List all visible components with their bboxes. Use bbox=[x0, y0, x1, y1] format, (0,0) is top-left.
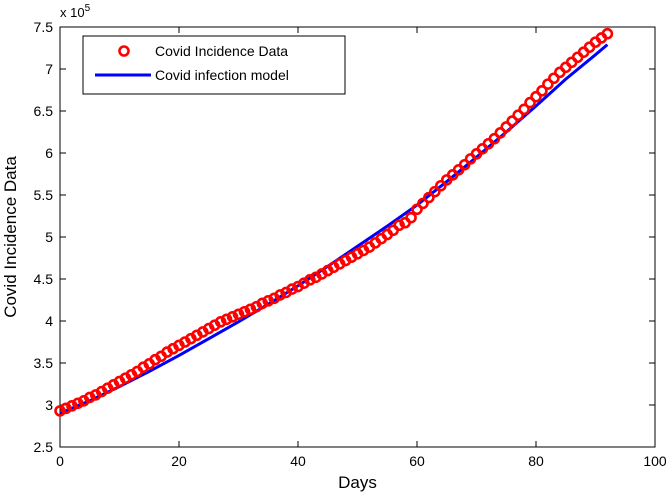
y-tick-label: 4 bbox=[45, 313, 53, 329]
y-tick-label: 6 bbox=[45, 145, 53, 161]
x-axis-ticks: 0 20 40 60 80 100 bbox=[56, 27, 666, 469]
x-tick-label: 20 bbox=[171, 453, 187, 469]
x-tick-label: 0 bbox=[56, 453, 64, 469]
legend-box bbox=[82, 35, 346, 95]
y-tick-label: 3 bbox=[45, 397, 53, 413]
x-tick-label: 80 bbox=[528, 453, 544, 469]
data-point bbox=[601, 27, 614, 40]
y-axis-multiplier-exponent: 5 bbox=[85, 3, 91, 14]
series-layer bbox=[54, 27, 614, 417]
y-tick-label: 6.5 bbox=[34, 103, 54, 119]
data-point bbox=[256, 297, 269, 310]
legend: Covid Incidence Data Covid infection mod… bbox=[82, 35, 346, 95]
data-point bbox=[220, 313, 233, 326]
legend-label-data: Covid Incidence Data bbox=[155, 43, 288, 59]
data-point bbox=[488, 132, 501, 145]
y-tick-label: 2.5 bbox=[34, 439, 54, 455]
data-point bbox=[524, 96, 536, 109]
data-point bbox=[429, 185, 441, 198]
y-tick-label: 5 bbox=[45, 229, 53, 245]
legend-label-model: Covid infection model bbox=[155, 67, 289, 83]
y-axis-multiplier-base: x 10 bbox=[60, 5, 85, 20]
data-point bbox=[232, 308, 245, 321]
plot-area bbox=[59, 26, 656, 448]
data-point bbox=[434, 179, 447, 192]
data-point bbox=[530, 90, 542, 103]
data-point bbox=[244, 303, 257, 316]
data-point bbox=[417, 197, 429, 210]
data-point bbox=[411, 203, 423, 216]
data-point bbox=[542, 78, 554, 90]
data-point bbox=[393, 219, 405, 232]
data-point bbox=[66, 400, 78, 412]
data-point bbox=[83, 391, 96, 404]
data-point bbox=[72, 397, 84, 410]
data-point bbox=[518, 103, 530, 116]
data-point bbox=[274, 289, 286, 301]
y-axis-multiplier: x 105 bbox=[60, 3, 91, 20]
y-tick-label: 5.5 bbox=[34, 187, 54, 203]
y-axis-ticks: 2.5 3 3.5 4 4.5 5 5.5 6 6.5 7 7.5 bbox=[34, 19, 655, 455]
y-axis-label: Covid Incidence Data bbox=[1, 156, 20, 318]
data-point bbox=[548, 72, 560, 85]
y-tick-label: 7 bbox=[45, 61, 53, 77]
data-point bbox=[304, 274, 316, 286]
legend-marker-data bbox=[118, 45, 130, 57]
y-tick-label: 3.5 bbox=[34, 355, 54, 371]
x-axis-label: Days bbox=[338, 473, 377, 492]
data-point bbox=[60, 402, 72, 415]
x-tick-label: 100 bbox=[643, 453, 666, 469]
data-point bbox=[506, 115, 519, 127]
data-point bbox=[226, 310, 239, 323]
data-point bbox=[54, 405, 66, 417]
data-point bbox=[423, 191, 435, 204]
data-point bbox=[500, 121, 513, 133]
x-tick-label: 40 bbox=[290, 453, 306, 469]
y-tick-label: 4.5 bbox=[34, 271, 54, 287]
x-tick-label: 60 bbox=[409, 453, 425, 469]
y-tick-label: 7.5 bbox=[34, 19, 54, 35]
data-point bbox=[494, 127, 507, 139]
data-point bbox=[214, 316, 227, 328]
data-point bbox=[238, 305, 251, 318]
data-point bbox=[536, 85, 548, 97]
data-point bbox=[286, 283, 298, 295]
data-point bbox=[262, 295, 275, 307]
data-point bbox=[512, 109, 524, 121]
data-point bbox=[458, 158, 471, 171]
data-point bbox=[405, 211, 417, 224]
